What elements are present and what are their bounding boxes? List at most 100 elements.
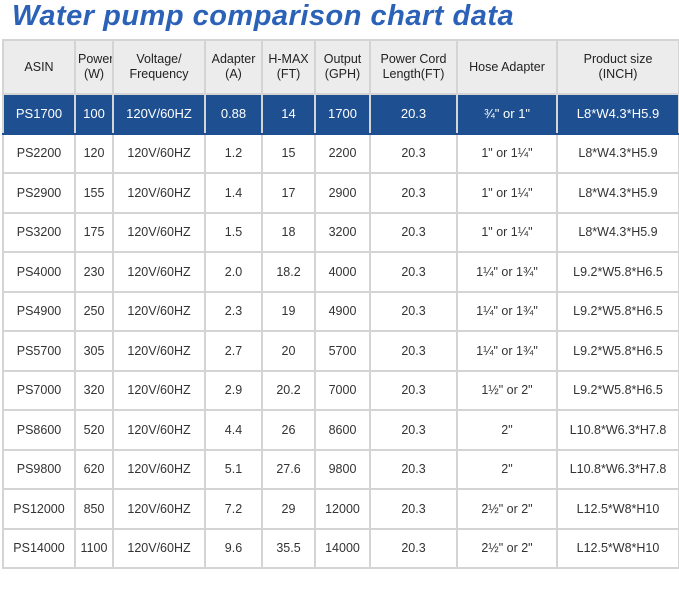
table-cell: L9.2*W5.8*H6.5 xyxy=(556,330,679,372)
table-cell: 20.3 xyxy=(369,132,458,174)
table-cell: 26 xyxy=(261,409,316,451)
table-cell: 19 xyxy=(261,290,316,332)
table-cell: 175 xyxy=(74,211,114,253)
table-cell: 120V/60HZ xyxy=(112,448,206,490)
table-row: PS9800 620 120V/60HZ 5.1 27.6 9800 20.3 2" L10.8… xyxy=(2,448,679,490)
table-cell: PS1700 xyxy=(2,93,76,135)
table-cell: 20.2 xyxy=(261,369,316,411)
table-cell: 17 xyxy=(261,172,316,214)
table-cell: L9.2*W5.8*H6.5 xyxy=(556,369,679,411)
header-cell: Power (W) xyxy=(74,39,114,95)
table-cell: PS8600 xyxy=(2,409,76,451)
table-row: PS2200 120 120V/60HZ 1.2 15 2200 20.3 1" or 1¼"… xyxy=(2,132,679,174)
table-cell: 520 xyxy=(74,409,114,451)
table-cell: 850 xyxy=(74,488,114,530)
table-cell: 20 xyxy=(261,330,316,372)
table-cell: 1¼" or 1¾" xyxy=(456,251,558,293)
header-cell: Adapter (A) xyxy=(204,39,263,95)
table-cell: 4000 xyxy=(314,251,371,293)
table-cell: 230 xyxy=(74,251,114,293)
table-row: PS4900 250 120V/60HZ 2.3 19 4900 20.3 1¼" or 1¾… xyxy=(2,290,679,332)
table-cell: 155 xyxy=(74,172,114,214)
table-cell: 2.7 xyxy=(204,330,263,372)
table-cell: 120V/60HZ xyxy=(112,211,206,253)
table-row: PS1700 100 120V/60HZ 0.88 14 1700 20.3 ¾" or 1"… xyxy=(2,93,679,135)
table-cell: 120 xyxy=(74,132,114,174)
table-cell: L8*W4.3*H5.9 xyxy=(556,172,679,214)
table-row: PS8600 520 120V/60HZ 4.4 26 8600 20.3 2" L10.8*W… xyxy=(2,409,679,451)
table-cell: 5700 xyxy=(314,330,371,372)
table-cell: PS2900 xyxy=(2,172,76,214)
table-cell: 20.3 xyxy=(369,330,458,372)
table-cell: 1.5 xyxy=(204,211,263,253)
table-cell: 9.6 xyxy=(204,527,263,569)
table-cell: 7.2 xyxy=(204,488,263,530)
table-cell: 1.4 xyxy=(204,172,263,214)
table-cell: 27.6 xyxy=(261,448,316,490)
table-cell: 8600 xyxy=(314,409,371,451)
table-cell: L9.2*W5.8*H6.5 xyxy=(556,290,679,332)
table-cell: 320 xyxy=(74,369,114,411)
table-cell: PS14000 xyxy=(2,527,76,569)
header-cell: Voltage/ Frequency xyxy=(112,39,206,95)
table-cell: 35.5 xyxy=(261,527,316,569)
table-cell: 250 xyxy=(74,290,114,332)
table-cell: 20.3 xyxy=(369,290,458,332)
table-cell: L8*W4.3*H5.9 xyxy=(556,93,679,135)
table-cell: 4900 xyxy=(314,290,371,332)
table-cell: 120V/60HZ xyxy=(112,369,206,411)
table-cell: ¾" or 1" xyxy=(456,93,558,135)
table-cell: L8*W4.3*H5.9 xyxy=(556,132,679,174)
table-cell: 18.2 xyxy=(261,251,316,293)
header-cell: Output (GPH) xyxy=(314,39,371,95)
table-cell: 14 xyxy=(261,93,316,135)
table-cell: PS12000 xyxy=(2,488,76,530)
table-cell: 2½" or 2" xyxy=(456,527,558,569)
table-cell: PS7000 xyxy=(2,369,76,411)
table-cell: L10.8*W6.3*H7.8 xyxy=(556,448,679,490)
header-cell: H-MAX (FT) xyxy=(261,39,316,95)
table-cell: 20.3 xyxy=(369,172,458,214)
table-cell: 2200 xyxy=(314,132,371,174)
table-cell: 1" or 1¼" xyxy=(456,211,558,253)
table-row: PS3200 175 120V/60HZ 1.5 18 3200 20.3 1" or 1¼"… xyxy=(2,211,679,253)
table-cell: 1½" or 2" xyxy=(456,369,558,411)
table-cell: 0.88 xyxy=(204,93,263,135)
table-cell: 20.3 xyxy=(369,93,458,135)
table-row: PS4000 230 120V/60HZ 2.0 18.2 4000 20.3 1¼" or … xyxy=(2,251,679,293)
table-cell: 1¼" or 1¾" xyxy=(456,330,558,372)
table-header: ASIN Power (W) Voltage/ Frequency Adapter (… xyxy=(2,39,679,95)
table-cell: 20.3 xyxy=(369,488,458,530)
table-cell: 5.1 xyxy=(204,448,263,490)
table-cell: 2.3 xyxy=(204,290,263,332)
comparison-table: ASIN Power (W) Voltage/ Frequency Adapter (… xyxy=(2,39,679,569)
table-cell: 120V/60HZ xyxy=(112,251,206,293)
header-cell: ASIN xyxy=(2,39,76,95)
table-cell: 1100 xyxy=(74,527,114,569)
table-cell: 7000 xyxy=(314,369,371,411)
table-cell: 2" xyxy=(456,448,558,490)
table-cell: 1¼" or 1¾" xyxy=(456,290,558,332)
table-cell: 3200 xyxy=(314,211,371,253)
table-cell: 20.3 xyxy=(369,369,458,411)
table-cell: 15 xyxy=(261,132,316,174)
table-cell: 120V/60HZ xyxy=(112,527,206,569)
table-cell: 620 xyxy=(74,448,114,490)
table-cell: 120V/60HZ xyxy=(112,132,206,174)
table-cell: 1" or 1¼" xyxy=(456,132,558,174)
table-cell: 2" xyxy=(456,409,558,451)
table-cell: 100 xyxy=(74,93,114,135)
table-cell: 1700 xyxy=(314,93,371,135)
header-cell: Hose Adapter xyxy=(456,39,558,95)
table-cell: L12.5*W8*H10 xyxy=(556,527,679,569)
table-row: PS5700 305 120V/60HZ 2.7 20 5700 20.3 1¼" or 1¾… xyxy=(2,330,679,372)
table-cell: PS4900 xyxy=(2,290,76,332)
table-cell: PS2200 xyxy=(2,132,76,174)
page-title: Water pump comparison chart data xyxy=(12,0,515,32)
table-cell: PS9800 xyxy=(2,448,76,490)
table-cell: L9.2*W5.8*H6.5 xyxy=(556,251,679,293)
table-body: PS1700 100 120V/60HZ 0.88 14 1700 20.3 ¾" or 1"… xyxy=(2,93,679,569)
table-row: PS7000 320 120V/60HZ 2.9 20.2 7000 20.3 1½" or … xyxy=(2,369,679,411)
table-cell: 2½" or 2" xyxy=(456,488,558,530)
